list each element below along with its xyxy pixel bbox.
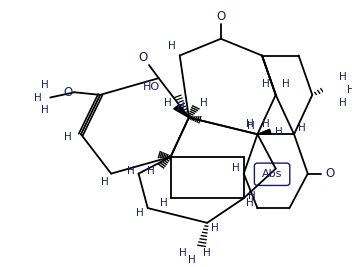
Text: H: H [34,92,42,103]
Text: H: H [339,72,347,82]
Text: H: H [177,102,185,112]
Text: H: H [282,79,289,89]
Text: H: H [188,255,196,265]
Text: H: H [164,98,172,108]
Text: H: H [64,132,72,142]
Text: H: H [247,121,255,131]
Text: H: H [262,79,270,89]
Text: H: H [127,166,134,176]
FancyBboxPatch shape [254,163,290,186]
Text: H: H [147,166,155,176]
Text: H: H [179,248,187,258]
Text: O: O [326,167,335,180]
Text: H: H [40,105,48,115]
Text: H: H [232,163,240,173]
Text: H: H [211,223,219,233]
Text: H: H [248,191,256,201]
Polygon shape [257,129,271,134]
Text: H: H [347,85,352,95]
Text: H: H [160,198,168,209]
Text: H: H [200,98,208,108]
Text: H: H [101,176,108,187]
Text: H: H [339,98,347,108]
Text: O: O [138,51,147,64]
Text: HO: HO [143,82,160,92]
Text: H: H [298,123,306,133]
Text: H: H [136,208,144,218]
Text: O: O [216,10,226,23]
Text: H: H [262,119,269,129]
Text: H: H [203,248,211,258]
Text: H: H [275,127,282,137]
Text: H: H [168,41,176,51]
Polygon shape [174,105,189,117]
Text: H: H [40,80,48,90]
Text: H: H [246,198,254,209]
Text: O: O [63,86,73,99]
Text: H: H [246,119,253,129]
Text: Abs: Abs [262,169,282,179]
